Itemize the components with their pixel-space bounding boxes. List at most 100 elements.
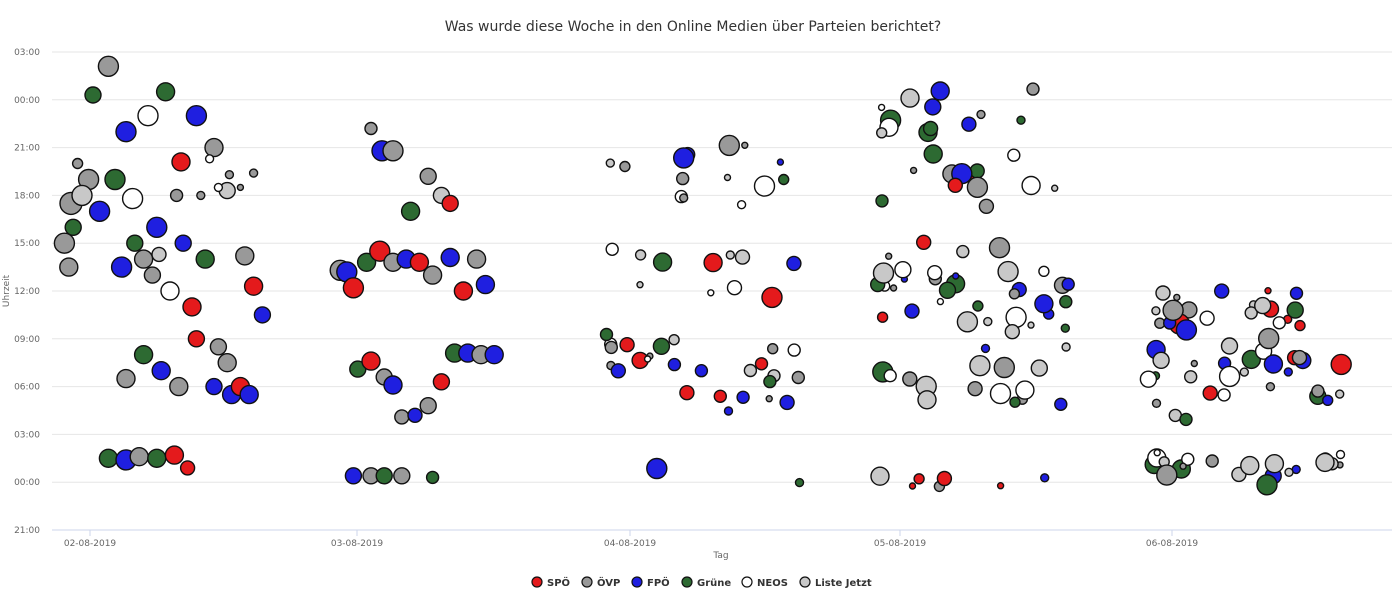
data-point-FPÖ [924,98,942,116]
data-point-Liste Jetzt [1004,324,1020,340]
data-point-SPÖ [916,234,932,251]
data-point-FPÖ [110,256,133,278]
data-point-Grüne [1009,396,1021,408]
data-point-FPÖ [407,407,423,423]
data-point-ÖVP [143,266,162,284]
data-point-NEOS [1005,306,1027,328]
data-point-Liste Jetzt [151,246,167,263]
data-point-FPÖ [980,343,991,354]
data-point-SPÖ [453,281,474,301]
data-point-ÖVP [741,141,749,150]
data-point-ÖVP [364,121,378,136]
data-point-ÖVP [765,395,773,403]
data-point-ÖVP [1156,464,1178,486]
data-point-NEOS [707,289,715,297]
data-point-Liste Jetzt [900,88,920,108]
data-point-ÖVP [1151,398,1162,408]
data-point-Grüne [763,374,777,389]
data-point-Grüne [425,470,440,485]
data-point-ÖVP [1162,299,1184,321]
data-point-ÖVP [169,188,184,203]
data-point-Grüne [922,120,939,137]
y-tick-label: 00:00 [14,478,40,488]
data-point-ÖVP [129,447,149,467]
data-point-Liste Jetzt [1030,359,1049,377]
data-point-NEOS [204,154,215,164]
data-point-Liste Jetzt [1253,296,1272,315]
data-point-FPÖ [185,104,208,127]
data-point-FPÖ [646,457,668,480]
chart-title: Was wurde diese Woche in den Online Medi… [445,19,941,35]
data-point-ÖVP [676,171,690,186]
legend-item[interactable]: ÖVP [581,575,620,589]
data-point-ÖVP [1291,349,1308,366]
data-point-ÖVP [393,467,411,485]
data-point-Grüne [652,337,671,355]
y-tick-label: 09:00 [14,335,40,345]
data-point-Grüne [98,448,119,468]
data-point-FPÖ [952,272,960,280]
data-point-ÖVP [71,157,84,170]
data-point-Grüne [133,345,154,365]
data-point-SPÖ [679,385,695,401]
data-point-ÖVP [1265,382,1276,392]
data-point-Grüne [126,234,144,252]
data-point-NEOS [1272,316,1287,330]
legend-item[interactable]: Grüne [681,576,731,589]
data-point-Liste Jetzt [636,281,644,289]
data-point-FPÖ [673,147,695,169]
data-point-ÖVP [196,190,206,201]
data-point-FPÖ [1289,286,1304,300]
data-point-Grüne [794,477,805,488]
data-point-FPÖ [174,234,192,252]
data-point-NEOS [1218,365,1241,388]
data-point-FPÖ [723,406,734,416]
y-tick-label: 06:00 [14,383,40,393]
data-point-Liste Jetzt [71,184,93,207]
data-point-FPÖ [344,467,363,485]
data-point-NEOS [787,343,801,357]
data-point-Grüne [64,218,82,237]
data-point-SPÖ [1294,319,1306,332]
data-point-Liste Jetzt [725,250,735,260]
data-point-Liste Jetzt [1050,184,1059,192]
data-point-FPÖ [1321,394,1334,406]
data-point-NEOS [894,261,912,279]
data-point-SPÖ [908,482,917,490]
legend-item[interactable]: NEOS [741,576,788,589]
data-point-ÖVP [59,257,79,277]
data-point-SPÖ [441,194,459,213]
data-point-NEOS [643,355,652,363]
data-point-NEOS [753,175,776,197]
data-points [53,55,1352,496]
data-point-SPÖ [432,373,451,391]
data-point-Grüne [356,252,377,272]
data-point-NEOS [1139,370,1158,388]
y-axis-ticks: 03:00 00:00 21:00 18:00 15:00 12:00 09:00 06:00… [14,48,40,536]
data-point-SPÖ [1264,287,1272,295]
data-point-ÖVP [1257,327,1280,350]
legend-item[interactable]: Liste Jetzt [799,576,872,589]
data-point-FPÖ [239,384,259,405]
legend-marker [799,576,811,588]
data-point-Grüne [195,249,215,269]
legend-label: NEOS [757,578,788,589]
data-point-ÖVP [97,55,120,78]
legend-item[interactable]: SPÖ [531,575,570,589]
data-point-Grüne [1059,295,1073,309]
data-point-Liste Jetzt [1155,285,1171,301]
y-tick-label: 18:00 [14,191,40,201]
data-point-SPÖ [996,482,1005,490]
data-point-SPÖ [369,240,391,262]
data-point-FPÖ [776,158,785,166]
data-point-Grüne [599,327,614,342]
legend-item[interactable]: FPÖ [631,575,670,589]
legend-marker [631,576,643,588]
data-point-ÖVP [394,409,410,425]
data-point-SPÖ [171,152,191,172]
y-tick-label: 21:00 [14,144,40,154]
data-point-SPÖ [936,470,953,487]
data-point-ÖVP [235,246,255,266]
data-point-FPÖ [1061,277,1075,291]
data-point-ÖVP [419,397,437,415]
